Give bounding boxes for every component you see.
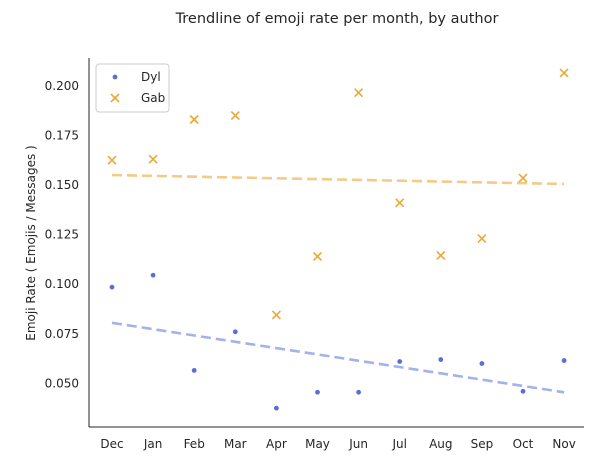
y-tick-label: 0.075 xyxy=(45,327,79,341)
y-tick-label: 0.175 xyxy=(45,128,79,142)
trendline-dyl xyxy=(111,321,565,394)
data-point-gab xyxy=(477,233,487,244)
legend-marker-gab xyxy=(110,93,120,103)
data-point-dyl xyxy=(438,357,444,362)
y-tick-label: 0.125 xyxy=(45,228,79,242)
data-point-gab xyxy=(559,68,569,78)
data-point-dyl xyxy=(520,388,526,394)
y-tick-label: 0.100 xyxy=(45,277,79,291)
x-tick-label: May xyxy=(305,437,330,451)
x-tick-label: Jun xyxy=(348,437,368,451)
data-point-gab xyxy=(436,250,446,260)
data-point-gab xyxy=(189,114,199,125)
data-point-dyl xyxy=(315,389,320,395)
x-tick-label: Oct xyxy=(513,437,534,451)
data-point-gab xyxy=(518,173,528,183)
plot-area: 0.050 0.075 0.100 0.125 0.150 0.175 0.200 Dec Ja… xyxy=(45,58,584,451)
legend-label-dyl: Dyl xyxy=(141,70,161,84)
x-tick-label: Nov xyxy=(552,437,575,451)
data-point-gab xyxy=(354,88,364,98)
y-tick-label: 0.200 xyxy=(45,79,79,93)
data-point-dyl xyxy=(561,358,567,363)
data-point-dyl xyxy=(109,284,115,290)
data-point-dyl xyxy=(232,329,238,335)
x-tick-label: Feb xyxy=(184,437,205,451)
data-point-dyl xyxy=(397,359,403,364)
data-point-gab xyxy=(107,155,117,165)
x-tick-label: Jan xyxy=(143,437,163,451)
data-point-gab xyxy=(395,198,405,208)
data-point-dyl xyxy=(150,272,156,278)
x-tick-label: Apr xyxy=(266,437,287,451)
legend-marker-dyl xyxy=(112,74,118,80)
x-tick-label: Mar xyxy=(224,437,247,451)
x-tick-label: Aug xyxy=(429,437,452,451)
data-point-dyl xyxy=(274,405,279,411)
chart-title: Trendline of emoji rate per month, by au… xyxy=(175,11,499,27)
legend-label-gab: Gab xyxy=(141,91,165,105)
data-point-dyl xyxy=(479,361,485,366)
y-tick-label: 0.150 xyxy=(45,178,79,192)
data-point-gab xyxy=(148,154,158,164)
data-point-dyl xyxy=(191,368,197,373)
y-tick-label: 0.050 xyxy=(45,376,79,390)
y-axis-label: Emoji Rate ( Emojis / Messages ) xyxy=(24,145,38,340)
data-point-gab xyxy=(271,310,281,320)
data-point-gab xyxy=(312,251,323,261)
data-point-dyl xyxy=(356,389,361,395)
data-point-gab xyxy=(230,110,240,121)
x-tick-label: Dec xyxy=(100,437,123,451)
x-tick-label: Jul xyxy=(391,437,406,451)
x-tick-label: Sep xyxy=(471,437,494,451)
trendline-gab xyxy=(111,173,565,186)
